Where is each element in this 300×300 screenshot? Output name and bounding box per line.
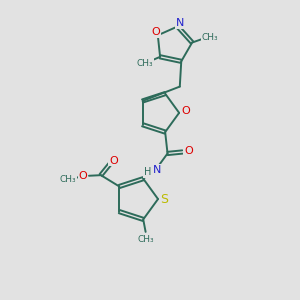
Text: N: N xyxy=(176,18,184,28)
Text: O: O xyxy=(109,156,118,166)
Text: CH₃: CH₃ xyxy=(138,235,154,244)
Text: O: O xyxy=(79,171,87,181)
Text: O: O xyxy=(181,106,190,116)
Text: H: H xyxy=(144,167,152,177)
Text: CH₃: CH₃ xyxy=(202,33,218,42)
Text: CH₃: CH₃ xyxy=(59,175,76,184)
Text: O: O xyxy=(184,146,193,156)
Text: CH₃: CH₃ xyxy=(136,59,153,68)
Text: O: O xyxy=(151,27,160,37)
Text: N: N xyxy=(153,164,161,175)
Text: S: S xyxy=(160,193,169,206)
